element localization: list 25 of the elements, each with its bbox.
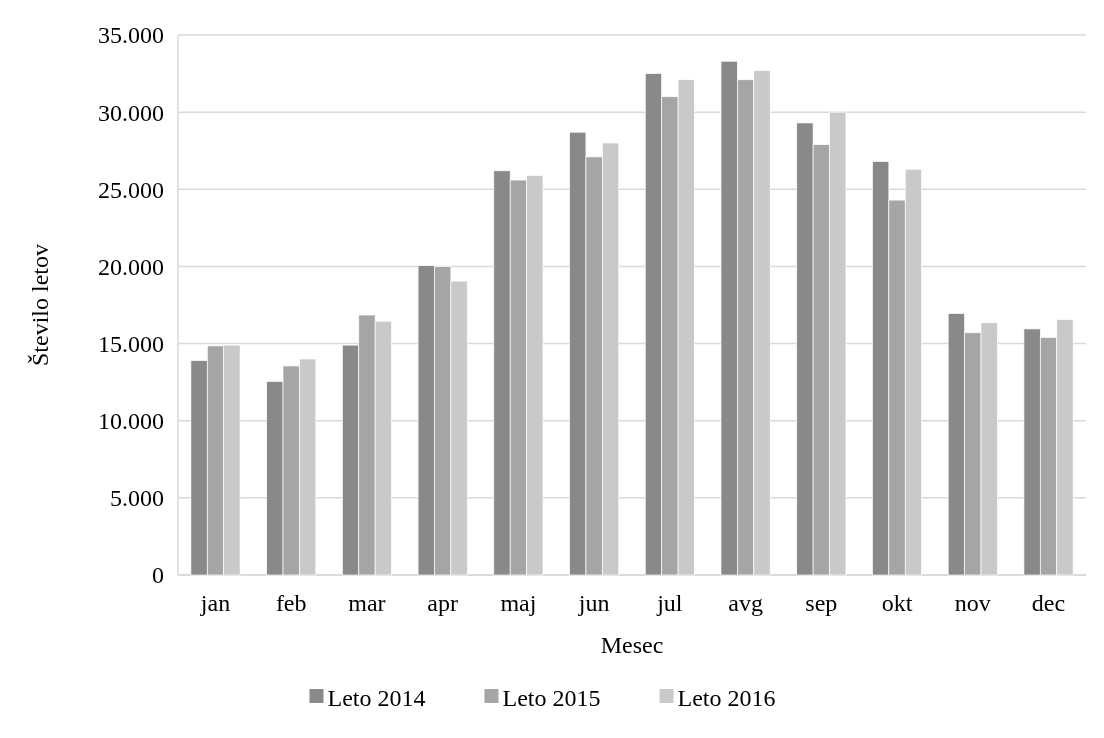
y-tick-label: 15.000 xyxy=(98,330,164,357)
y-axis-title: Število letov xyxy=(27,244,53,366)
y-tick-label: 0 xyxy=(152,562,164,589)
x-tick-label: okt xyxy=(881,590,913,616)
y-tick-label: 10.000 xyxy=(98,408,164,435)
y-tick-label: 20.000 xyxy=(98,253,164,280)
x-tick-label: jan xyxy=(199,590,231,616)
x-tick-label: feb xyxy=(275,590,307,616)
x-tick-label: dec xyxy=(1031,590,1066,616)
x-tick-label: jun xyxy=(577,590,610,616)
x-tick-label: jul xyxy=(656,590,683,616)
legend-label: Leto 2014 xyxy=(327,685,426,712)
x-tick-label: sep xyxy=(805,590,838,616)
y-tick-label: 25.000 xyxy=(98,176,164,203)
y-tick-label: 30.000 xyxy=(98,99,164,126)
x-tick-label: avg xyxy=(728,590,763,616)
legend-label: Leto 2015 xyxy=(502,685,601,712)
x-axis-title: Mesec xyxy=(600,632,664,658)
x-tick-label: mar xyxy=(348,590,386,616)
y-tick-label: 5.000 xyxy=(110,485,164,512)
x-tick-label: apr xyxy=(427,590,458,616)
x-tick-label: maj xyxy=(500,590,537,616)
y-tick-label: 35.000 xyxy=(98,22,164,49)
legend-label: Leto 2016 xyxy=(677,685,776,712)
x-tick-label: nov xyxy=(954,590,991,616)
